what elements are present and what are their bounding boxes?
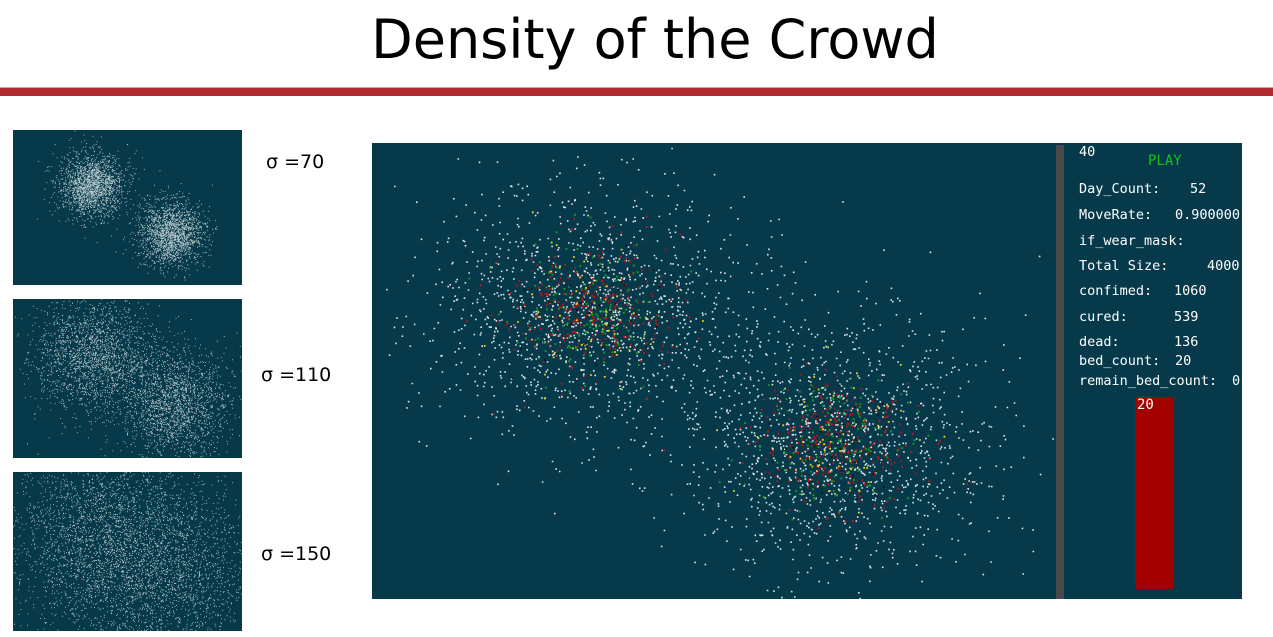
thumbnail-scatter	[13, 472, 242, 631]
speed-value: 40	[1079, 144, 1096, 160]
title-rule-highlight	[0, 87, 1273, 88]
thumbnail-scatter	[14, 299, 242, 458]
simulation-window: 40 PLAY Day_Count: 52 MoveRate: 0.900000…	[372, 143, 1242, 599]
density-thumbnail-sigma-70	[13, 130, 242, 285]
stat-remain-bed-label: remain_bed_count:	[1079, 373, 1218, 389]
stat-moverate-label: MoveRate:	[1079, 207, 1153, 223]
sigma-label: σ =110	[261, 364, 332, 386]
stat-total-size-label: Total Size:	[1079, 258, 1169, 274]
stat-day-count-value: 52	[1190, 181, 1207, 197]
dead-dots	[511, 244, 886, 500]
stat-confirmed-label: confimed:	[1079, 283, 1153, 299]
bed-count-bar-label: 20	[1137, 397, 1154, 413]
density-thumbnail-sigma-110	[13, 299, 242, 458]
title-rule	[0, 88, 1273, 96]
stat-wear-mask-label: if_wear_mask:	[1079, 233, 1185, 249]
slide-title: Density of the Crowd	[371, 8, 939, 71]
stat-remain-bed-value: 0	[1232, 373, 1241, 389]
crowd-dots	[36, 130, 218, 281]
sigma-label: σ =70	[266, 151, 325, 173]
density-thumbnail-sigma-150	[13, 472, 242, 631]
thumbnail-scatter	[36, 130, 218, 281]
stat-cured-label: cured:	[1079, 309, 1128, 325]
bed-count-bar	[1135, 397, 1174, 589]
stat-total-size-value: 4000	[1207, 258, 1240, 274]
crowd-dots	[14, 299, 242, 458]
crowd-scatter	[386, 147, 1054, 599]
speed-slider[interactable]	[1056, 145, 1064, 599]
exposed-dots	[483, 211, 946, 514]
sigma-label: σ =150	[261, 543, 332, 565]
play-button[interactable]: PLAY	[1148, 153, 1182, 169]
stat-bed-count-value: 20	[1175, 353, 1192, 369]
cured-dots	[468, 213, 930, 521]
crowd-dots	[13, 472, 242, 631]
stat-cured-value: 539	[1174, 309, 1199, 325]
stat-day-count-label: Day_Count:	[1079, 181, 1161, 197]
infected-dots	[466, 215, 968, 530]
stat-bed-count-label: bed_count:	[1079, 353, 1161, 369]
stat-dead-label: dead:	[1079, 334, 1120, 350]
healthy-dots	[386, 147, 1054, 599]
stat-confirmed-value: 1060	[1174, 283, 1207, 299]
stat-dead-value: 136	[1174, 334, 1199, 350]
stat-moverate-value: 0.900000	[1175, 207, 1241, 223]
